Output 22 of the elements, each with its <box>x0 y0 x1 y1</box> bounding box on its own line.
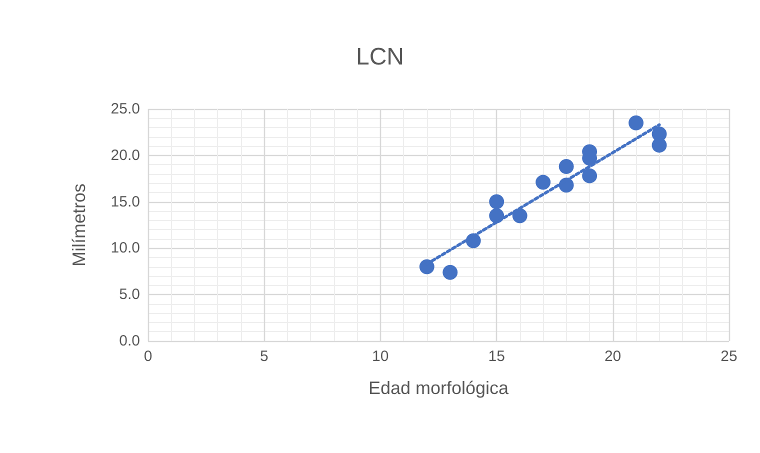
point <box>536 174 551 190</box>
point <box>628 115 644 130</box>
y-tick-label: 20.0 <box>110 146 140 164</box>
point <box>489 194 504 210</box>
y-tick-label: 10.0 <box>110 240 140 257</box>
x-axis-title: Edad morfológica <box>368 378 510 398</box>
y-tick-label: 5.0 <box>119 286 140 304</box>
x-tick-label: 20 <box>604 348 622 365</box>
x-tick-label: 25 <box>720 348 738 365</box>
y-tick-label: 25.0 <box>110 100 140 118</box>
x-tick-label: 0 <box>144 348 152 365</box>
x-tick-label: 5 <box>260 348 268 365</box>
chart-title: LCN <box>356 44 404 70</box>
y-tick-label: 15.0 <box>110 193 140 210</box>
point <box>582 168 598 184</box>
x-tick-label: 15 <box>488 348 505 365</box>
point <box>652 138 667 153</box>
x-tick-label: 10 <box>372 348 389 365</box>
point <box>442 264 458 280</box>
point <box>558 159 574 174</box>
y-tick-label: 0.0 <box>119 332 140 350</box>
y-axis-title: Milímetros <box>69 183 89 267</box>
